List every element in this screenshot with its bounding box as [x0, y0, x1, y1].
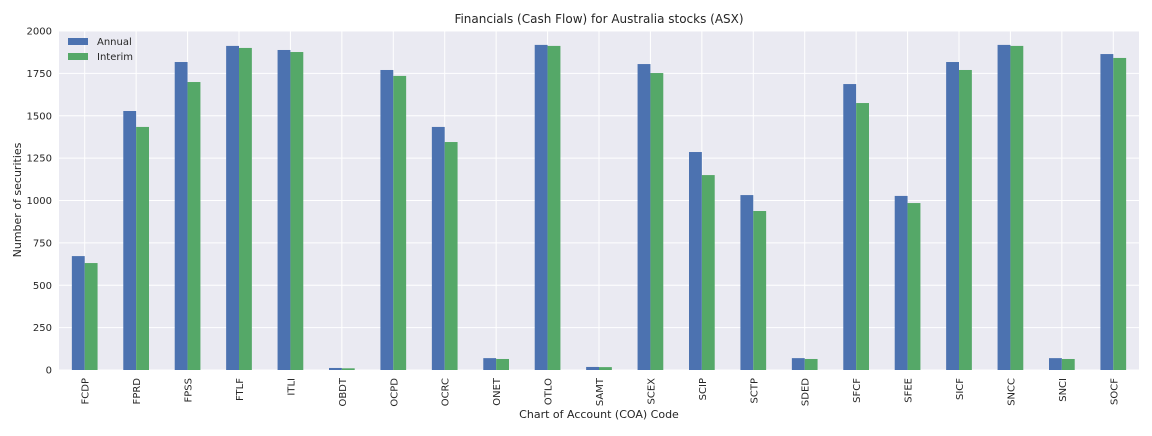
legend: Annual Interim	[68, 37, 133, 63]
bar-interim-SCEX	[650, 73, 664, 370]
legend-label-annual: Annual	[97, 37, 132, 48]
x-tick-label: SNCC	[1006, 378, 1017, 406]
bar-interim-ONET	[496, 358, 509, 370]
bar-interim-SCIP	[701, 175, 715, 370]
y-tick-label: 1750	[27, 69, 52, 80]
bar-interim-SAMT	[599, 367, 612, 370]
bar-annual-SDED	[791, 358, 805, 370]
bar-annual-ITLI	[277, 49, 291, 370]
bar-interim-SCTP	[753, 211, 767, 370]
y-tick-label: 2000	[27, 27, 52, 38]
bar-interim-FCDP	[84, 263, 98, 370]
y-tick-label: 0	[46, 366, 52, 377]
x-tick-label: SDED	[801, 378, 812, 406]
x-tick-label: SFCF	[852, 378, 863, 403]
bar-interim-SICF	[959, 69, 972, 371]
y-tick-label: 250	[33, 323, 52, 334]
x-axis-label: Chart of Account (COA) Code	[519, 408, 679, 421]
bar-annual-SFCF	[843, 84, 857, 370]
x-tick-label: FCDP	[81, 378, 92, 404]
bar-interim-SFEE	[907, 203, 921, 370]
bar-annual-FPRD	[123, 111, 137, 370]
bar-annual-SCEX	[637, 64, 651, 371]
bar-annual-SOCF	[1100, 54, 1114, 370]
y-tick-label: 500	[33, 281, 52, 292]
bar-interim-FPSS	[187, 82, 201, 370]
bar-interim-SDED	[804, 358, 818, 370]
bar-annual-OBDT	[329, 367, 342, 370]
bar-annual-OTLO	[534, 44, 548, 371]
bar-interim-OTLO	[547, 45, 561, 370]
bar-interim-OCRC	[444, 142, 458, 370]
y-tick-label: 750	[33, 238, 52, 249]
x-tick-label: FPRD	[132, 378, 143, 405]
legend-label-interim: Interim	[97, 52, 133, 63]
y-tick-label: 1250	[27, 154, 52, 165]
bar-annual-SAMT	[586, 366, 599, 370]
bar-annual-OCRC	[431, 126, 445, 370]
x-tick-label: SICF	[955, 378, 966, 400]
x-tick-label: SFEE	[904, 378, 915, 403]
x-tick-label: OCPD	[389, 378, 400, 407]
bar-interim-SNCC	[1010, 45, 1024, 370]
bar-annual-OCPD	[380, 69, 394, 371]
chart-title: Financials (Cash Flow) for Australia sto…	[454, 12, 743, 26]
x-tick-label: OCRC	[441, 378, 452, 406]
bar-annual-SFEE	[894, 195, 908, 370]
bar-interim-OCPD	[393, 75, 407, 370]
x-tick-label: SNCI	[1058, 378, 1069, 402]
bar-interim-SNCI	[1061, 358, 1075, 370]
bar-interim-OBDT	[341, 368, 355, 370]
bar-annual-SNCC	[997, 44, 1011, 371]
legend-swatch-interim	[68, 53, 88, 60]
x-tick-label: FPSS	[184, 378, 195, 402]
x-tick-label: OTLO	[544, 378, 555, 405]
bar-interim-SFCF	[856, 103, 869, 370]
x-tick-label: ITLI	[286, 378, 297, 396]
bar-annual-FTLF	[226, 45, 239, 370]
bar-annual-SNCI	[1049, 358, 1062, 370]
bar-interim-FTLF	[239, 47, 252, 370]
x-tick-label: SCEX	[646, 378, 657, 405]
y-tick-label: 1000	[27, 196, 52, 207]
x-tick-label: SAMT	[595, 377, 606, 406]
bar-interim-FPRD	[136, 126, 149, 370]
legend-swatch-annual	[68, 38, 88, 45]
y-axis-label: Number of securities	[11, 142, 24, 257]
bar-annual-SCTP	[740, 195, 754, 370]
bar-annual-ONET	[483, 358, 497, 370]
bar-annual-FCDP	[71, 256, 85, 370]
x-tick-label: SCTP	[749, 378, 760, 403]
bar-interim-SOCF	[1113, 57, 1127, 370]
x-tick-label: FTLF	[235, 378, 246, 401]
x-tick-label: SOCF	[1109, 378, 1120, 405]
y-tick-label: 1500	[27, 111, 52, 122]
bar-annual-FPSS	[174, 62, 188, 371]
x-tick-label: OBDT	[338, 377, 349, 406]
x-tick-label: SCIP	[698, 378, 709, 400]
bar-annual-SCIP	[689, 152, 702, 370]
bar-interim-ITLI	[290, 52, 304, 370]
x-tick-label: ONET	[492, 377, 503, 406]
bar-annual-SICF	[946, 62, 959, 371]
